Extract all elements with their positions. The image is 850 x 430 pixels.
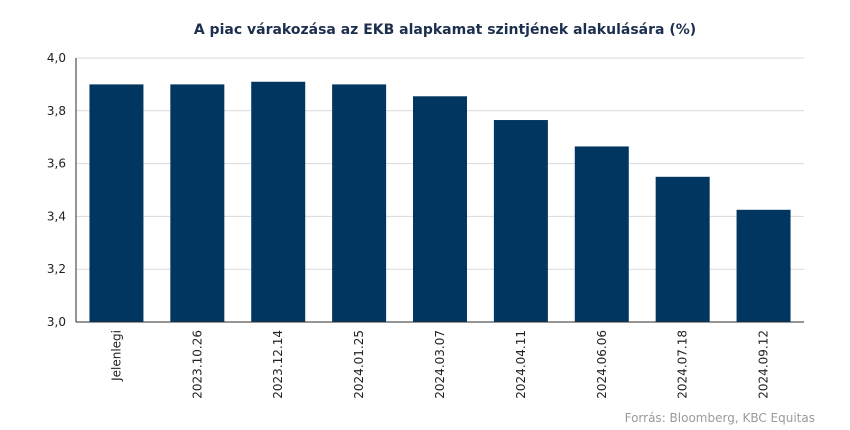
bar (655, 176, 710, 322)
bar (736, 209, 791, 322)
x-tick-labels: Jelenlegi 2023.10.26 2023.12.14 2024.01.25 2… (109, 330, 770, 399)
x-tick-label: 2024.04.11 (514, 330, 528, 399)
x-tick-label: 2024.01.25 (352, 330, 366, 399)
x-tick-label: 2024.06.06 (595, 330, 609, 399)
y-tick-label: 3,2 (47, 262, 66, 276)
x-tick-label: Jelenlegi (109, 330, 123, 382)
bar (89, 84, 144, 323)
x-tick-label: 2024.03.07 (433, 330, 447, 399)
source-note: Forrás: Bloomberg, KBC Equitas (625, 411, 815, 425)
bar (170, 84, 225, 323)
x-tick-label: 2024.09.12 (757, 330, 771, 399)
y-tick-label: 3,0 (47, 315, 66, 329)
y-tick-labels: 3,0 3,2 3,4 3,6 3,8 4,0 (47, 51, 66, 329)
y-tick-label: 3,4 (47, 209, 66, 223)
chart-title: A piac várakozása az EKB alapkamat szint… (194, 22, 696, 38)
y-tick-label: 4,0 (47, 51, 66, 65)
bar (251, 81, 306, 322)
x-tick-label: 2023.10.26 (190, 330, 204, 399)
bar (413, 96, 467, 322)
bar (574, 146, 629, 322)
bar (493, 120, 548, 322)
bar (332, 84, 387, 323)
x-tick-label: 2023.12.14 (271, 330, 285, 399)
y-tick-label: 3,6 (47, 157, 66, 171)
bars (89, 81, 791, 323)
y-tick-label: 3,8 (47, 104, 66, 118)
x-tick-label: 2024.07.18 (676, 330, 690, 399)
